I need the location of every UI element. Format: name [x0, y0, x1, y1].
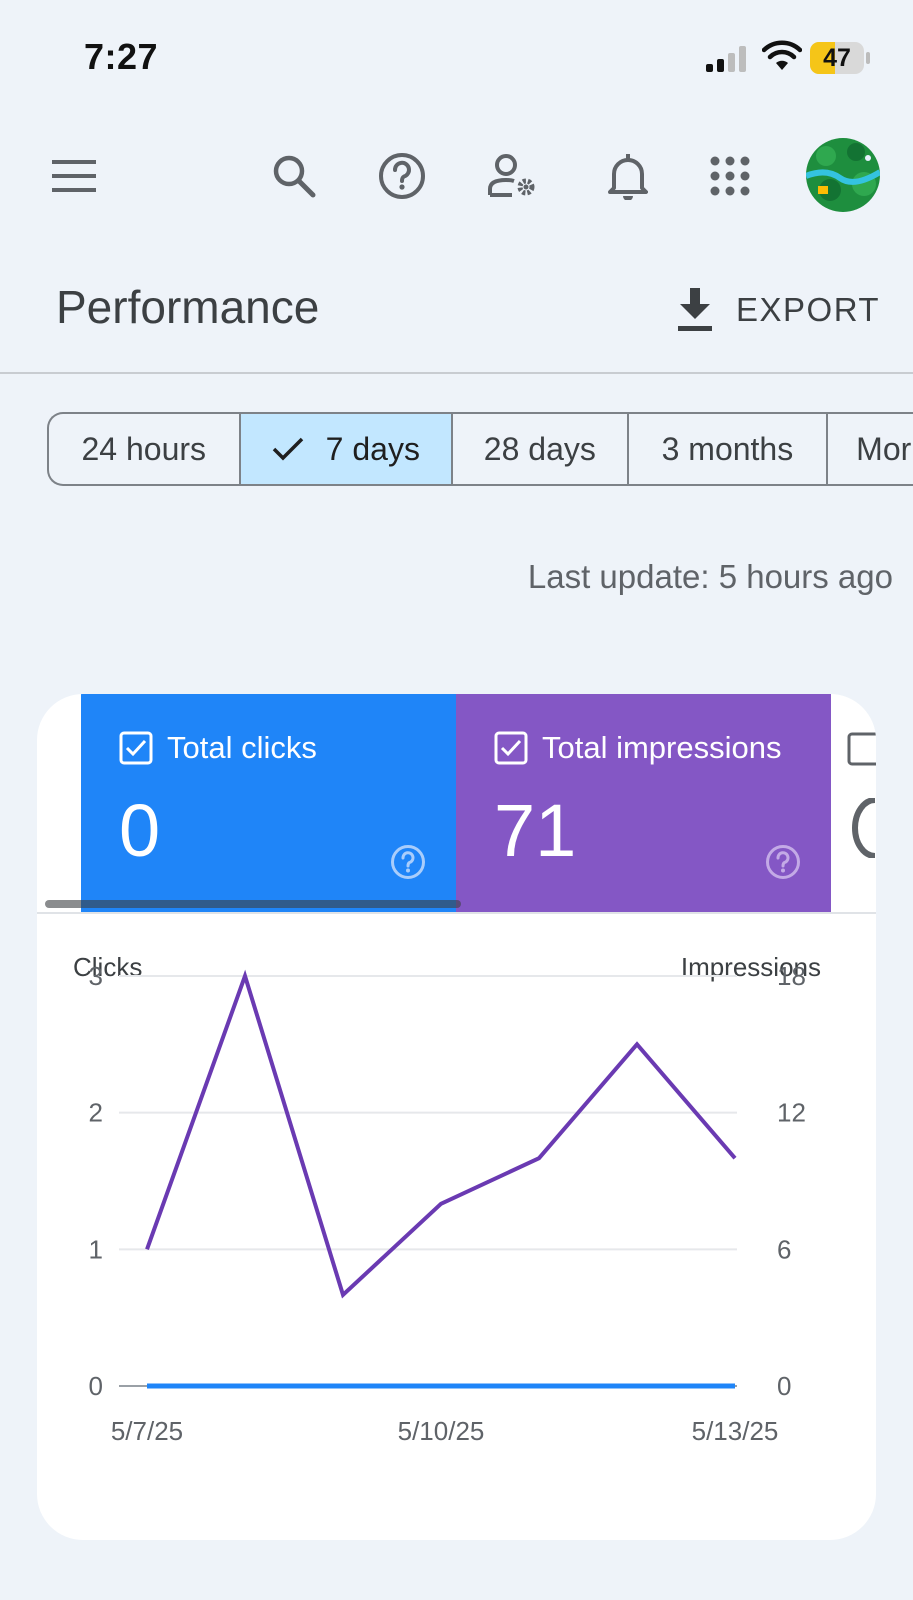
metric-value: 71: [494, 789, 577, 872]
x-tick-label: 5/10/25: [398, 1416, 485, 1446]
right-tick-label: 0: [777, 1371, 791, 1401]
performance-card: Total clicks 0 Total impressions 71 Clic…: [37, 694, 876, 1540]
metric-separator: [37, 912, 876, 914]
last-update: Last update: 5 hours ago: [527, 558, 893, 595]
status-time: 7:27: [84, 36, 159, 77]
metric-total-impressions[interactable]: Total impressions 71: [456, 694, 831, 912]
help-icon[interactable]: [374, 148, 430, 204]
check-icon: [272, 437, 303, 461]
header-divider: [0, 372, 913, 374]
menu-icon[interactable]: [46, 148, 102, 204]
left-axis-title: Clicks: [73, 952, 142, 982]
metric-label: Total impressions: [542, 730, 782, 765]
right-tick-label: 6: [777, 1234, 791, 1264]
chip-24-hours[interactable]: 24 hours: [49, 414, 241, 484]
page-title: Performance: [56, 281, 320, 333]
chip-label: Mor: [856, 430, 912, 467]
metric-value-partial: [852, 798, 876, 858]
chip-7-days[interactable]: 7 days: [240, 414, 454, 484]
left-tick-label: 2: [89, 1098, 103, 1128]
right-tick-label: 12: [777, 1098, 806, 1128]
metric-total-clicks[interactable]: Total clicks 0: [81, 694, 456, 912]
selected-metric-indicator: [45, 900, 461, 908]
wifi-icon: [762, 40, 802, 70]
search-icon[interactable]: [266, 148, 322, 204]
metric-label: Total clicks: [167, 730, 317, 765]
x-tick-label: 5/7/25: [111, 1416, 183, 1446]
left-tick-label: 0: [89, 1371, 103, 1401]
export-button[interactable]: EXPORT: [676, 280, 880, 340]
chip-label: 24 hours: [81, 430, 207, 467]
help-icon[interactable]: [765, 844, 801, 880]
export-label: EXPORT: [736, 291, 881, 328]
checkbox-icon[interactable]: [847, 732, 876, 766]
chip-3-months[interactable]: 3 months: [629, 414, 829, 484]
apps-grid-icon[interactable]: [702, 148, 758, 204]
series-line: [145, 969, 737, 1299]
signal-icon: [706, 46, 746, 72]
right-tick-label: 18: [777, 961, 806, 991]
date-range-chips: 24 hours 7 days 28 days 3 months Mor: [47, 412, 913, 486]
avatar[interactable]: [806, 138, 880, 212]
x-tick-label: 5/13/25: [692, 1416, 779, 1446]
battery-icon: 47: [810, 42, 870, 74]
checkbox-checked-icon[interactable]: [494, 731, 528, 765]
metric-value: 0: [119, 789, 161, 872]
checkbox-checked-icon[interactable]: [119, 731, 153, 765]
metric-next-partial[interactable]: [831, 694, 876, 912]
chip-label: 3 months: [661, 430, 794, 467]
battery-level: 47: [823, 44, 851, 72]
chip-label: 28 days: [483, 430, 596, 467]
help-icon[interactable]: [390, 844, 426, 880]
left-tick-label: 3: [89, 961, 103, 991]
chip-28-days[interactable]: 28 days: [453, 414, 629, 484]
manage-users-icon[interactable]: [486, 148, 542, 204]
chip-more[interactable]: Mor: [828, 414, 913, 484]
download-icon: [678, 288, 712, 331]
chip-label: 7 days: [325, 430, 420, 467]
notifications-icon[interactable]: [600, 148, 656, 204]
left-tick-label: 1: [89, 1234, 103, 1264]
